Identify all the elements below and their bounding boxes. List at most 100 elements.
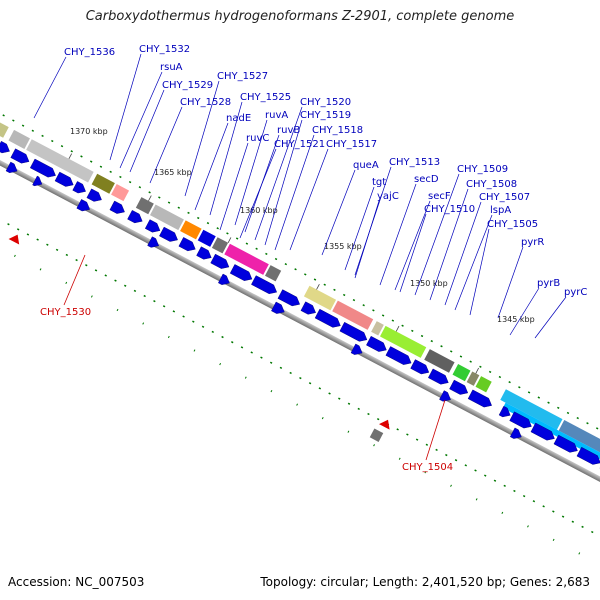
gene-label: nadE (226, 113, 251, 124)
gene-label: secD (414, 174, 439, 185)
tick-line (0, 214, 584, 557)
leader-line (509, 287, 540, 336)
gene-label: CHY_1527 (217, 71, 268, 82)
leader-line (194, 122, 229, 211)
cog-segment (502, 402, 600, 474)
gene-label: CHY_1532 (139, 44, 190, 55)
gene-arrow (29, 158, 56, 178)
gene-arrow (32, 175, 43, 187)
gene-arrow (218, 273, 230, 285)
gene-arrow (576, 446, 600, 465)
gene-arrow (509, 427, 522, 439)
gene-label: rsuA (160, 62, 183, 73)
gene-arrow (428, 368, 449, 385)
red-marker (378, 419, 390, 430)
gene-label: ruvC (246, 133, 269, 144)
gene-label: CHY_1528 (180, 97, 231, 108)
gene-label: CHY_1519 (300, 110, 351, 121)
cog-segment (135, 197, 154, 215)
gene-arrow (178, 237, 196, 252)
gene-arrow (127, 210, 143, 224)
leader-line (274, 134, 315, 251)
leader-line (429, 188, 469, 301)
gene-label: CHY_1525 (240, 92, 291, 103)
cog-segment (91, 173, 115, 194)
tick-line (0, 109, 600, 451)
leader-line (109, 53, 142, 161)
leader-line (444, 201, 482, 306)
cog-segment (452, 364, 471, 382)
accession-label: Accession: NC_007503 (8, 575, 145, 589)
cog-segment (149, 204, 184, 231)
red-marker (8, 234, 20, 245)
gene-arrow (210, 253, 230, 269)
gene-label: CHY_1536 (64, 47, 115, 58)
gene-label: CHY_1508 (466, 179, 517, 190)
leader-line (234, 119, 268, 226)
gene-arrow (339, 321, 368, 342)
gene-arrow (553, 434, 578, 453)
cog-segment (466, 371, 480, 386)
scale-tick (475, 367, 479, 374)
leader-line (264, 119, 303, 246)
gene-arrow (54, 171, 74, 187)
gene-label: CHY_1507 (479, 192, 530, 203)
gene-arrow (439, 390, 451, 402)
leader-line (379, 183, 417, 286)
leader-line (129, 89, 165, 173)
gene-label: CHY_1505 (487, 219, 538, 230)
cog-segment (264, 265, 282, 282)
leader-line (184, 80, 220, 197)
leader-line (321, 169, 356, 256)
scale-label: 1370 kbp (70, 127, 108, 136)
scale-tick (148, 195, 152, 202)
cog-segment (26, 139, 94, 183)
gene-arrow (277, 289, 300, 307)
leader-line (239, 148, 277, 239)
genome-summary: Topology: circular; Length: 2,401,520 bp… (260, 575, 590, 589)
leader-line (33, 56, 67, 119)
leader-line (454, 214, 493, 311)
cog-segment (180, 220, 202, 240)
leader-line (354, 200, 380, 279)
gene-arrow (5, 161, 18, 173)
gene-arrow (196, 246, 212, 260)
map-title: Carboxydothermus hydrogenoformans Z-2901… (85, 9, 515, 24)
gene-label: yajC (377, 191, 399, 202)
cog-segment (371, 321, 384, 336)
gene-arrow (86, 188, 102, 202)
gene-arrow (229, 264, 253, 281)
gene-arrow (159, 226, 178, 242)
gene-arrow (385, 346, 412, 365)
gene-label: CHY_1513 (389, 157, 440, 168)
leader-line (289, 148, 329, 251)
leader-line (119, 71, 163, 169)
gene-arrow (366, 335, 387, 352)
gene-arrow (72, 181, 86, 194)
scale-tick (68, 153, 73, 160)
gene-label: CHY_1520 (300, 97, 351, 108)
gene-label: lspA (490, 205, 511, 216)
scale-tick (395, 325, 400, 332)
gene-label: CHY_1509 (457, 164, 508, 175)
scale-label: 1355 kbp (324, 242, 362, 251)
leader-line (254, 106, 303, 241)
gene-arrow (76, 199, 91, 212)
cog-segment (303, 285, 337, 311)
leader-line (209, 101, 243, 216)
leader-line (394, 200, 431, 291)
cog-segment (224, 243, 269, 275)
scale-tick (316, 283, 320, 290)
gene-arrow (109, 200, 125, 214)
gene-label: ruvB (277, 125, 300, 136)
cog-segment (0, 116, 9, 138)
gene-label: CHY_1517 (326, 139, 377, 150)
gene-arrow (467, 389, 492, 408)
leader-line (497, 246, 524, 319)
cog-segment (424, 349, 455, 373)
cog-segment (332, 300, 374, 330)
gene-arrow (300, 301, 316, 315)
gene-label: tgt (372, 177, 386, 188)
gene-arrow (449, 379, 469, 395)
